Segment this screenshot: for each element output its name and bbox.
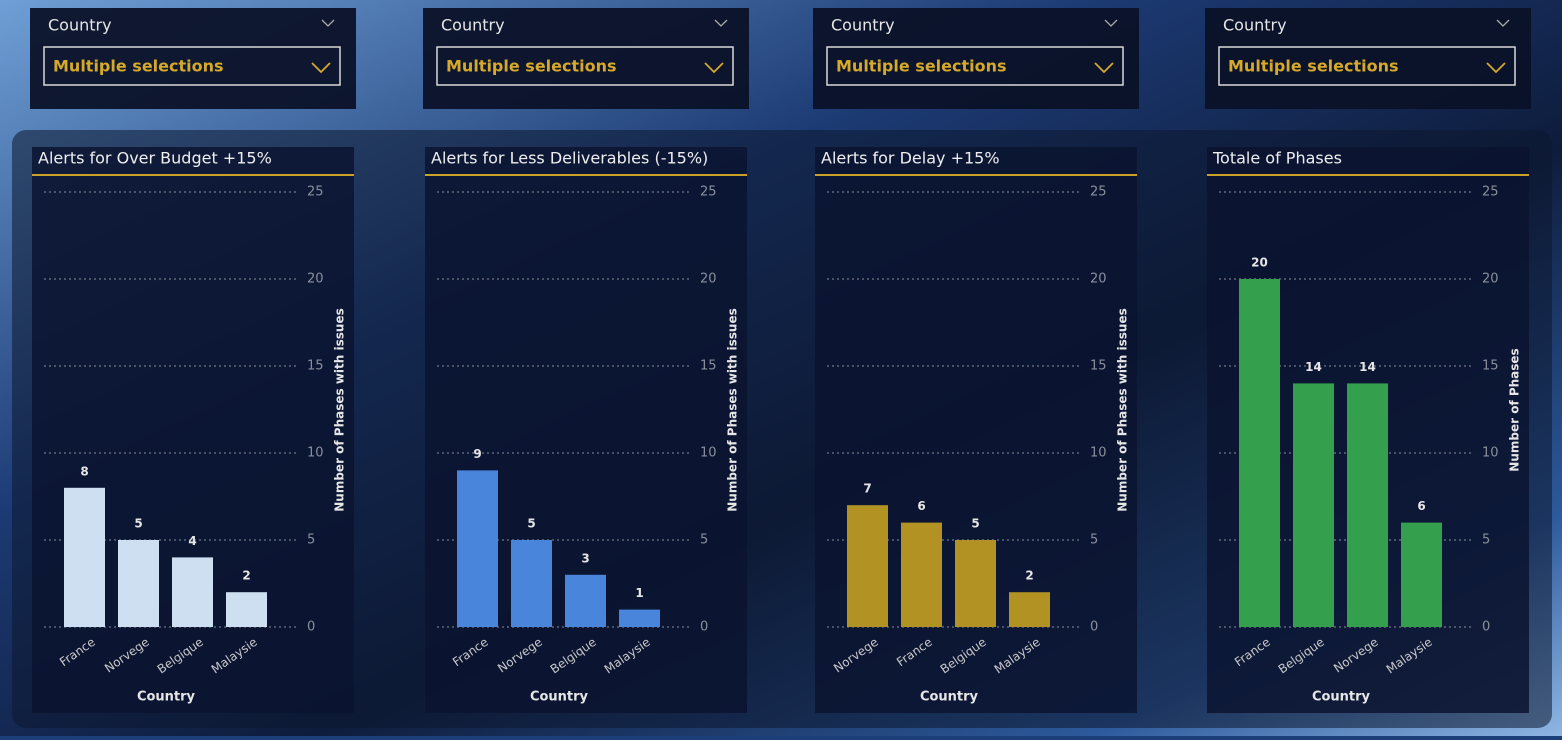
y-axis-label: Number of Phases with issues: [1116, 308, 1130, 511]
y-tick-label: 20: [700, 272, 717, 287]
bar: [226, 592, 267, 627]
backdrop: [12, 130, 1552, 728]
slicer-label: Country: [831, 16, 895, 35]
chevron-icon: [311, 62, 331, 74]
bar: [1293, 383, 1334, 627]
y-tick-label: 0: [1482, 620, 1490, 635]
bar: [1239, 279, 1280, 627]
slicer-label: Country: [1223, 16, 1287, 35]
bar: [172, 557, 213, 627]
slicer-value: Multiple selections: [836, 57, 1007, 76]
y-tick-label: 20: [1482, 272, 1499, 287]
x-axis-label: Country: [137, 690, 196, 705]
y-tick-label: 25: [1482, 185, 1499, 200]
slicer-label: Country: [441, 16, 505, 35]
data-label: 7: [863, 482, 871, 496]
bar: [565, 574, 606, 627]
chart-panel: [32, 147, 354, 713]
data-label: 6: [917, 499, 925, 513]
data-label: 20: [1251, 256, 1268, 270]
data-label: 3: [581, 551, 589, 565]
chevron-icon: [1104, 19, 1118, 27]
slicer: [423, 8, 749, 109]
chevron-icon: [704, 62, 724, 74]
chevron-icon: [1094, 62, 1114, 74]
x-axis-label: Country: [530, 690, 589, 705]
slicer: [1205, 8, 1531, 109]
data-label: 14: [1305, 360, 1322, 374]
bar: [901, 522, 942, 627]
slicer-dropdown[interactable]: [826, 46, 1124, 86]
chevron-icon: [321, 19, 335, 27]
slicer-dropdown[interactable]: [1218, 46, 1516, 86]
data-label: 8: [80, 464, 88, 478]
y-tick-label: 5: [700, 533, 708, 548]
y-tick-label: 25: [1090, 185, 1107, 200]
slicer-value: Multiple selections: [1228, 57, 1399, 76]
bar: [64, 487, 105, 627]
chart-title: Alerts for Over Budget +15%: [38, 149, 272, 168]
data-label: 5: [971, 517, 979, 531]
y-tick-label: 25: [700, 185, 717, 200]
x-axis-label: Country: [920, 690, 979, 705]
bar: [1401, 522, 1442, 627]
slicer-label: Country: [48, 16, 112, 35]
y-tick-label: 0: [700, 620, 708, 635]
bar: [619, 609, 660, 627]
data-label: 4: [188, 534, 196, 548]
data-label: 5: [134, 517, 142, 531]
y-tick-label: 25: [307, 185, 324, 200]
y-tick-label: 20: [1090, 272, 1107, 287]
y-axis-label: Number of Phases with issues: [333, 308, 347, 511]
data-label: 14: [1359, 360, 1376, 374]
slicer-value: Multiple selections: [446, 57, 617, 76]
data-label: 2: [1025, 569, 1033, 583]
y-tick-label: 5: [307, 533, 315, 548]
chevron-icon: [1486, 62, 1506, 74]
y-tick-label: 20: [307, 272, 324, 287]
data-label: 5: [527, 517, 535, 531]
data-label: 2: [242, 569, 250, 583]
chart-panel: [815, 147, 1137, 713]
y-tick-label: 0: [307, 620, 315, 635]
bar: [1009, 592, 1050, 627]
bar: [847, 505, 888, 627]
data-label: 1: [635, 586, 643, 600]
chevron-icon: [1496, 19, 1510, 27]
data-label: 9: [473, 447, 481, 461]
chevron-icon: [714, 19, 728, 27]
chart-title: Alerts for Less Deliverables (-15%): [431, 149, 708, 168]
y-tick-label: 5: [1482, 533, 1490, 548]
x-axis-label: Country: [1312, 690, 1371, 705]
y-tick-label: 10: [700, 446, 717, 461]
bar: [118, 540, 159, 627]
slicer: [813, 8, 1139, 109]
chart-title: Alerts for Delay +15%: [821, 149, 1000, 168]
y-tick-label: 5: [1090, 533, 1098, 548]
y-tick-label: 15: [1090, 359, 1107, 374]
y-tick-label: 15: [1482, 359, 1499, 374]
chart-panel: [425, 147, 747, 713]
bar: [511, 540, 552, 627]
y-tick-label: 10: [1482, 446, 1499, 461]
slicer-dropdown[interactable]: [43, 46, 341, 86]
y-axis-label: Number of Phases: [1508, 348, 1522, 471]
y-tick-label: 15: [307, 359, 324, 374]
slicer: [30, 8, 356, 109]
bar: [457, 470, 498, 627]
bar: [955, 540, 996, 627]
data-label: 6: [1417, 499, 1425, 513]
y-axis-label: Number of Phases with issues: [726, 308, 740, 511]
slicer-value: Multiple selections: [53, 57, 224, 76]
y-tick-label: 10: [307, 446, 324, 461]
y-tick-label: 0: [1090, 620, 1098, 635]
y-tick-label: 10: [1090, 446, 1107, 461]
slicer-dropdown[interactable]: [436, 46, 734, 86]
y-tick-label: 15: [700, 359, 717, 374]
bar: [1347, 383, 1388, 627]
chart-title: Totale of Phases: [1212, 149, 1342, 168]
